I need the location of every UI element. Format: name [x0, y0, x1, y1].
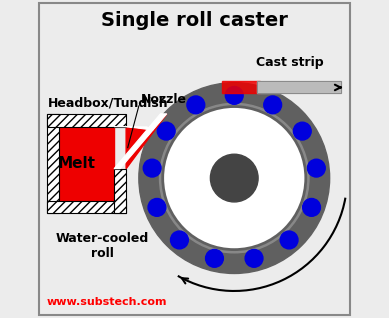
- Circle shape: [205, 249, 223, 267]
- Circle shape: [163, 107, 306, 250]
- Bar: [114, 169, 126, 213]
- Bar: [256, 81, 341, 93]
- Circle shape: [148, 198, 166, 216]
- Bar: [221, 81, 260, 93]
- Text: Melt: Melt: [58, 156, 96, 171]
- Circle shape: [143, 159, 161, 177]
- Circle shape: [159, 103, 309, 253]
- Text: Cast strip: Cast strip: [256, 56, 324, 69]
- Text: Headbox/Tundish: Headbox/Tundish: [48, 97, 169, 110]
- Circle shape: [170, 231, 188, 249]
- Circle shape: [264, 96, 282, 114]
- Polygon shape: [114, 114, 167, 169]
- Circle shape: [303, 198, 321, 216]
- Bar: [47, 114, 126, 127]
- Circle shape: [139, 83, 329, 273]
- Text: www.substech.com: www.substech.com: [47, 297, 167, 307]
- Circle shape: [210, 154, 258, 202]
- Bar: [256, 81, 341, 93]
- Text: Single roll caster: Single roll caster: [101, 11, 288, 30]
- Circle shape: [225, 86, 243, 104]
- Text: Water-cooled
roll: Water-cooled roll: [56, 232, 149, 260]
- Bar: [47, 114, 59, 213]
- Polygon shape: [126, 114, 167, 169]
- Circle shape: [307, 159, 325, 177]
- Polygon shape: [114, 127, 153, 130]
- Bar: [47, 201, 126, 213]
- Circle shape: [157, 122, 175, 140]
- Bar: [59, 127, 114, 201]
- Circle shape: [280, 231, 298, 249]
- Circle shape: [293, 122, 311, 140]
- Circle shape: [187, 96, 205, 114]
- Text: Nozzle: Nozzle: [140, 93, 186, 106]
- Circle shape: [245, 249, 263, 267]
